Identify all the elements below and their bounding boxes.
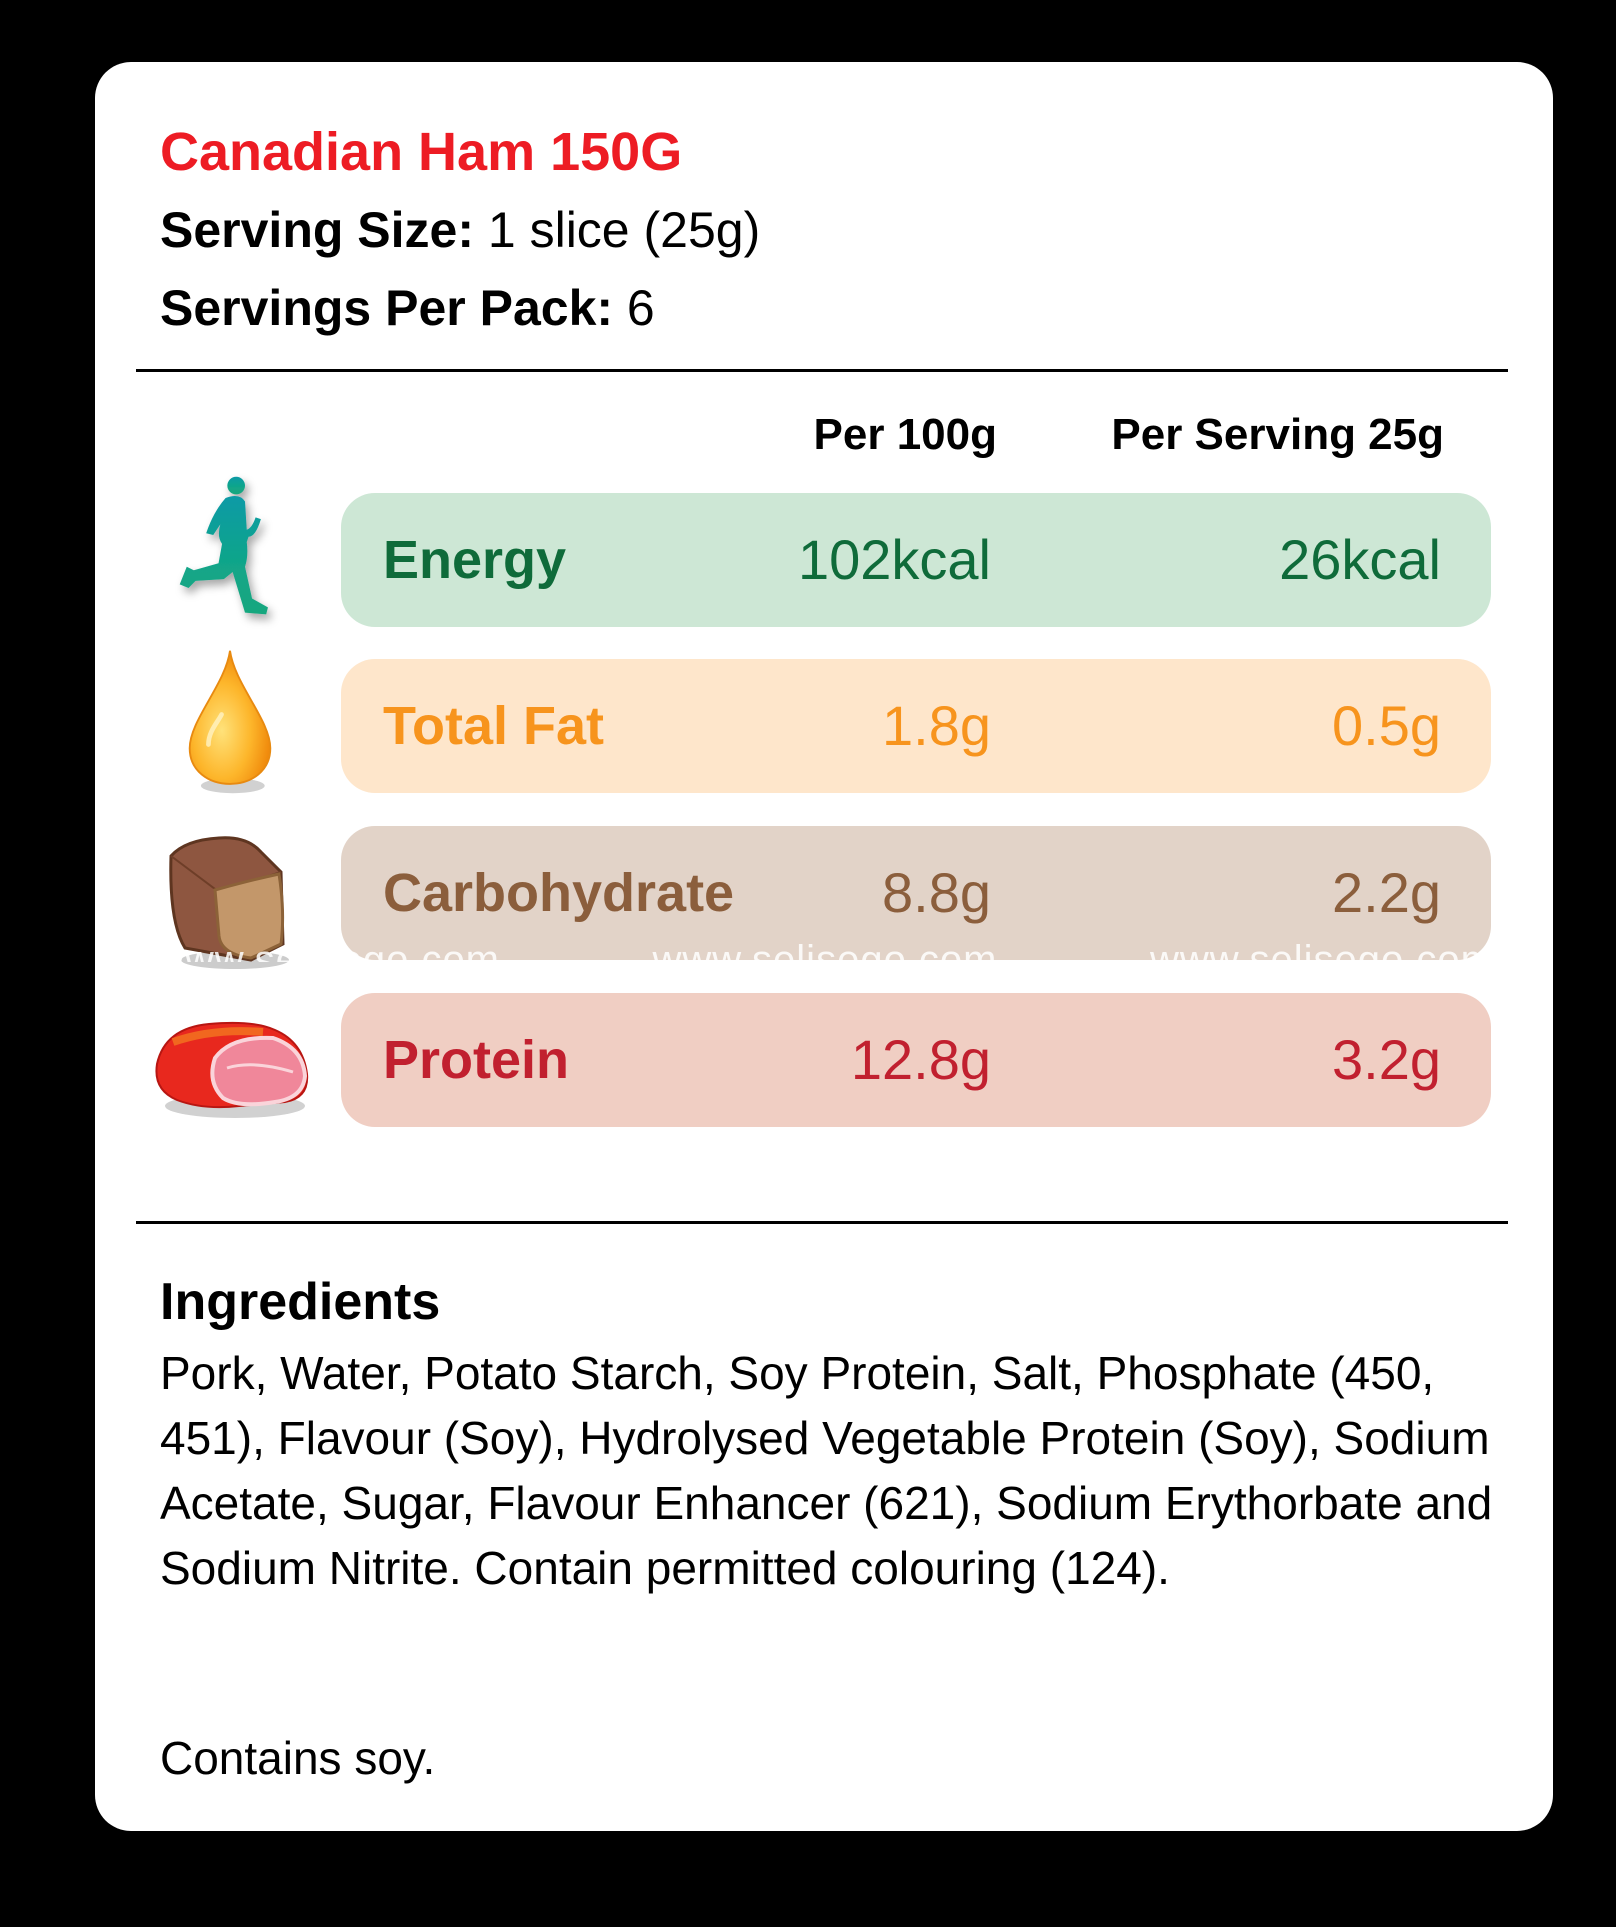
column-header-per-100g: Per 100g bbox=[813, 410, 997, 459]
divider-bottom bbox=[136, 1221, 1508, 1224]
bread-icon bbox=[155, 827, 305, 977]
runner-icon bbox=[155, 475, 305, 625]
value-per-serving: 3.2g bbox=[1332, 1028, 1441, 1091]
nutrient-label: Energy bbox=[383, 530, 567, 590]
ingredients-text: Pork, Water, Potato Starch, Soy Protein,… bbox=[160, 1347, 1493, 1594]
watermark: www.selisego.com www.selisego.com www.se… bbox=[155, 940, 1495, 962]
oil-drop-icon bbox=[155, 647, 305, 797]
nutrient-label: Carbohydrate bbox=[383, 863, 735, 923]
nutrient-row-total-fat: Total Fat 1.8g 0.5g bbox=[341, 659, 1491, 793]
servings-per-pack-label: Servings Per Pack: bbox=[160, 280, 614, 336]
value-per-100g: 102kcal bbox=[797, 528, 991, 591]
serving-size: Serving Size: 1 slice (25g) bbox=[160, 200, 760, 260]
serving-size-value: 1 slice (25g) bbox=[474, 202, 761, 258]
value-per-100g: 12.8g bbox=[850, 1028, 991, 1091]
allergen-statement: Contains soy. bbox=[160, 1732, 436, 1784]
ingredients-heading: Ingredients bbox=[160, 1273, 441, 1331]
value-per-100g: 8.8g bbox=[882, 861, 991, 924]
value-per-serving: 0.5g bbox=[1332, 694, 1441, 757]
nutrient-label: Protein bbox=[383, 1030, 570, 1090]
meat-icon bbox=[143, 992, 318, 1142]
nutrition-label-card: Canadian Ham 150G Serving Size: 1 slice … bbox=[95, 62, 1553, 1831]
nutrient-label: Total Fat bbox=[383, 696, 604, 756]
nutrient-row-energy: Energy 102kcal 26kcal bbox=[341, 493, 1491, 627]
product-title: Canadian Ham 150G bbox=[160, 122, 683, 182]
nutrient-row-carbohydrate: Carbohydrate 8.8g 2.2g bbox=[341, 826, 1491, 960]
value-per-serving: 26kcal bbox=[1279, 528, 1441, 591]
servings-per-pack-value: 6 bbox=[613, 280, 655, 336]
value-per-100g: 1.8g bbox=[882, 694, 991, 757]
value-per-serving: 2.2g bbox=[1332, 861, 1441, 924]
column-header-per-serving: Per Serving 25g bbox=[1111, 410, 1444, 459]
servings-per-pack: Servings Per Pack: 6 bbox=[160, 278, 655, 338]
serving-size-label: Serving Size: bbox=[160, 202, 474, 258]
divider-top bbox=[136, 369, 1508, 372]
nutrient-row-protein: Protein 12.8g 3.2g bbox=[341, 993, 1491, 1127]
